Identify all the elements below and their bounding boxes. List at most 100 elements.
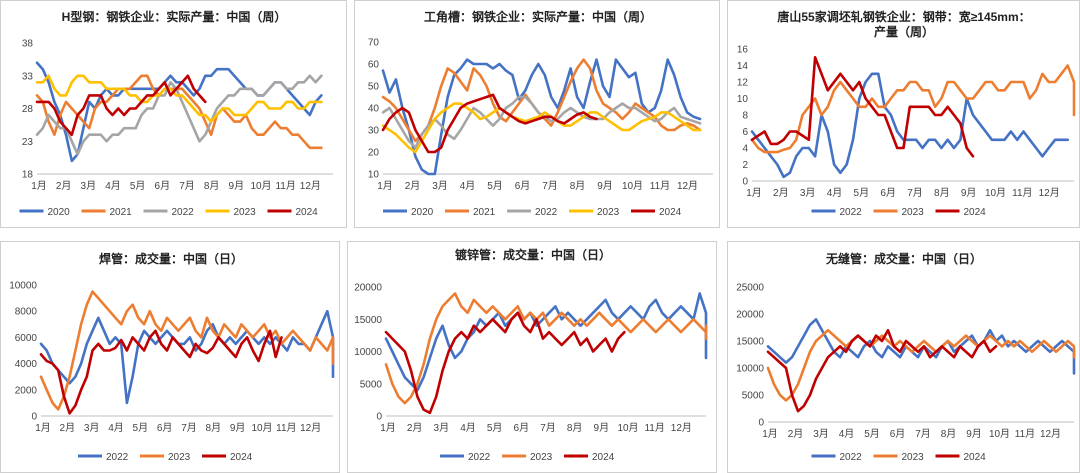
y-tick-label: 5000 xyxy=(742,391,765,402)
y-tick-label: 25000 xyxy=(736,283,764,294)
chart-panel-galvanized-pipe: 镀锌管：成交量：中国（日） 0 5000 10000 15000 20000 1月 2月 3月 4… xyxy=(347,241,717,473)
legend-label-2021: 2021 xyxy=(473,207,496,218)
x-tick-label: 1月 xyxy=(377,180,393,192)
y-tick-label: 16 xyxy=(737,45,749,56)
y-tick-label: 70 xyxy=(368,38,380,49)
x-tick-label: 7月 xyxy=(181,422,197,434)
series-line-2021 xyxy=(35,74,323,150)
chart-panel-welded-pipe: 焊管：成交量：中国（日） 0 2000 4000 6000 8000 10000 1月 2月 3月… xyxy=(0,241,340,473)
series-line-2022 xyxy=(384,292,708,392)
y-tick-label: 4 xyxy=(742,144,748,155)
x-tick-label: 3月 xyxy=(81,180,97,192)
legend-label-2022: 2022 xyxy=(840,207,863,218)
x-tick-label: 2月 xyxy=(788,428,804,440)
x-tick-label: 10月 xyxy=(250,180,271,192)
x-tick-label: 4月 xyxy=(105,180,121,192)
legend-label-2022: 2022 xyxy=(535,207,558,218)
x-tick-label: 4月 xyxy=(460,180,476,192)
legend-label-2024: 2024 xyxy=(659,207,682,218)
x-tick-label: 1月 xyxy=(35,422,51,434)
x-tick-label: 10月 xyxy=(622,180,643,192)
x-tick-label: 3月 xyxy=(434,422,450,434)
series-line-2023 xyxy=(766,328,1076,402)
y-tick-label: 33 xyxy=(22,71,34,82)
x-tick-label: 9月 xyxy=(961,187,977,199)
y-tick-label: 10 xyxy=(368,170,380,181)
x-tick-label: 12月 xyxy=(300,422,321,434)
chart-tangshan-strip: 唐山55家调坯轧钢铁企业：钢带：宽≥145mm：产量（周） 0 2 4 6 8 10 12 14… xyxy=(737,9,1076,218)
y-tick-label: 60 xyxy=(368,60,380,71)
x-tick-label: 4月 xyxy=(827,187,843,199)
series-line-2022 xyxy=(381,95,702,149)
legend-label-2023: 2023 xyxy=(168,452,191,463)
x-tick-label: 10月 xyxy=(617,422,638,434)
x-tick-label: 12月 xyxy=(1039,187,1060,199)
x-tick-label: 6月 xyxy=(515,180,531,192)
legend-label-2023: 2023 xyxy=(902,207,925,218)
chart-title: H型钢：钢铁企业：实际产量：中国（周） xyxy=(62,9,287,24)
y-tick-label: 8000 xyxy=(15,307,38,318)
y-tick-label: 10000 xyxy=(736,364,764,375)
x-tick-label: 10月 xyxy=(989,428,1010,440)
x-tick-label: 9月 xyxy=(597,180,613,192)
y-tick-label: 23 xyxy=(22,137,34,148)
y-tick-label: 28 xyxy=(22,104,34,115)
series-line-2023 xyxy=(381,102,702,154)
legend-label-2024: 2024 xyxy=(964,207,987,218)
x-tick-label: 7月 xyxy=(179,180,195,192)
x-tick-label: 11月 xyxy=(1015,428,1035,440)
x-tick-label: 11月 xyxy=(644,422,664,434)
x-tick-label: 3月 xyxy=(813,428,829,440)
x-tick-label: 9月 xyxy=(966,428,982,440)
y-tick-label: 10 xyxy=(737,94,749,105)
x-tick-label: 4月 xyxy=(460,422,476,434)
y-tick-label: 20000 xyxy=(736,310,764,321)
x-tick-label: 4月 xyxy=(839,428,855,440)
y-tick-label: 30 xyxy=(368,126,380,137)
x-tick-label: 8月 xyxy=(206,422,222,434)
x-tick-label: 3月 xyxy=(800,187,816,199)
series-line-2023 xyxy=(39,290,335,411)
chart-title: 唐山55家调坯轧钢铁企业：钢带：宽≥145mm： xyxy=(777,9,1030,24)
y-tick-label: 6000 xyxy=(15,333,38,344)
y-tick-label: 15000 xyxy=(354,315,382,326)
y-tick-label: 10000 xyxy=(354,347,382,358)
y-tick-label: 15000 xyxy=(736,337,764,348)
x-tick-label: 8月 xyxy=(941,428,957,440)
series-line-2022 xyxy=(39,309,335,405)
x-tick-label: 1月 xyxy=(31,180,47,192)
series-line-2023 xyxy=(750,64,1076,154)
y-tick-label: 10000 xyxy=(9,281,37,292)
x-tick-label: 8月 xyxy=(567,422,583,434)
chart-title: 镀锌管：成交量：中国（日） xyxy=(455,247,611,262)
x-tick-label: 10月 xyxy=(251,422,272,434)
y-tick-label: 8 xyxy=(742,111,748,122)
series-line-2023 xyxy=(35,74,323,123)
chart-h-beam: H型钢：钢铁企业：实际产量：中国（周） 18 23 28 33 38 1月 2月 3月 4月 5月 6… xyxy=(19,9,333,218)
x-tick-label: 11月 xyxy=(276,422,296,434)
x-tick-label: 6月 xyxy=(155,180,171,192)
x-tick-label: 8月 xyxy=(570,180,586,192)
chart-welded-pipe: 焊管：成交量：中国（日） 0 2000 4000 6000 8000 10000 1月 2月 3月… xyxy=(9,251,335,463)
x-tick-label: 2月 xyxy=(405,180,421,192)
x-tick-label: 6月 xyxy=(880,187,896,199)
x-tick-label: 8月 xyxy=(934,187,950,199)
y-tick-label: 0 xyxy=(742,177,748,188)
y-tick-label: 20 xyxy=(368,148,380,159)
x-tick-label: 5月 xyxy=(864,428,880,440)
series-line-2024 xyxy=(35,74,207,136)
y-tick-label: 50 xyxy=(368,82,380,93)
x-tick-label: 1月 xyxy=(746,187,762,199)
y-tick-label: 6 xyxy=(742,127,748,138)
x-tick-label: 7月 xyxy=(907,187,923,199)
legend-label-2020: 2020 xyxy=(48,207,71,218)
x-tick-label: 6月 xyxy=(890,428,906,440)
x-tick-label: 11月 xyxy=(1012,187,1032,199)
x-tick-label: 5月 xyxy=(854,187,870,199)
legend-label-2024: 2024 xyxy=(230,452,253,463)
x-tick-label: 6月 xyxy=(514,422,530,434)
legend-label-2024: 2024 xyxy=(964,452,987,463)
x-tick-label: 5月 xyxy=(133,422,149,434)
chart-panel-h-beam: H型钢：钢铁企业：实际产量：中国（周） 18 23 28 33 38 1月 2月 3月 4月 5月 6… xyxy=(0,0,347,228)
chart-panel-tangshan-strip: 唐山55家调坯轧钢铁企业：钢带：宽≥145mm： 产量（周） 0 2 4 6 8 10 12 14… xyxy=(727,0,1080,228)
